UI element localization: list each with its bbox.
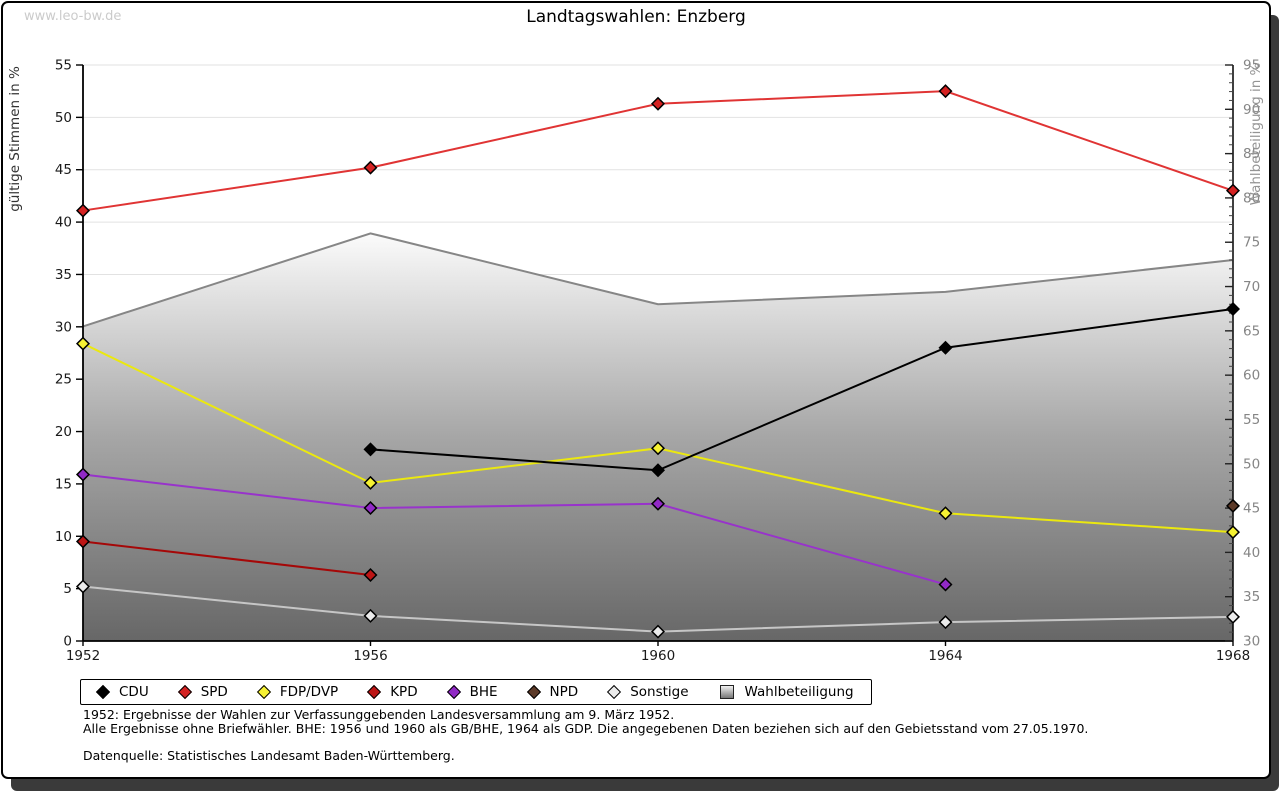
svg-text:95: 95 [1243,58,1260,74]
legend-item-wahlbeteiligung: Wahlbeteiligung [719,684,854,700]
data-point-cdu-1964 [938,340,953,355]
legend-marker-icon [95,684,111,700]
data-point-fdp-dvp-1960 [650,441,666,456]
legend-label: CDU [119,684,149,700]
footnotes: 1952: Ergebnisse der Wahlen zur Verfassu… [83,708,1088,763]
data-point-bhe-1964 [938,577,953,592]
legend-area-swatch-icon [719,685,734,699]
svg-text:1956: 1956 [353,648,387,664]
axes: 0 5 10 15 20 25 30 35 40 45 50 55 30 35 40 45 50 55 60 65 70… [55,58,1260,665]
svg-text:15: 15 [55,476,72,492]
data-point-cdu-1960 [650,463,666,478]
data-point-cdu-1968 [1225,302,1241,317]
data-point-fdp-dvp-1956 [363,475,378,490]
data-point-spd-1964 [938,84,953,99]
svg-text:80: 80 [1243,190,1260,206]
legend-label: SPD [200,684,228,700]
data-point-sonstige-1968 [1225,609,1241,624]
svg-text:90: 90 [1243,102,1260,118]
legend: CDU SPD FDP/DVP KPD BHE NPD Sonstige Wahlbeteil… [80,679,872,705]
legend-item-kpd: KPD [367,684,418,700]
data-point-spd-1960 [650,96,666,111]
data-point-sonstige-1952 [75,579,91,594]
svg-text:1952: 1952 [66,648,100,664]
legend-marker-icon [367,684,382,700]
series-bhe [82,473,946,586]
svg-text:10: 10 [55,529,72,545]
legend-marker-icon [607,684,622,700]
svg-text:20: 20 [55,424,72,440]
svg-text:35: 35 [55,267,72,283]
plot-area: 0 5 10 15 20 25 30 35 40 45 50 55 30 35 40 45 50 55 60 65 70… [55,58,1260,665]
legend-label: BHE [469,684,498,700]
svg-text:70: 70 [1243,279,1260,295]
svg-text:85: 85 [1243,146,1260,162]
data-point-fdp-dvp-1952 [75,336,91,351]
svg-text:55: 55 [1243,412,1260,428]
series-kpd [82,540,371,577]
page-title: Landtagswahlen: Enzberg [526,7,746,27]
svg-text:1968: 1968 [1216,648,1250,664]
svg-text:50: 50 [1243,456,1260,472]
svg-text:45: 45 [1243,501,1260,517]
legend-item-npd: NPD [526,684,579,700]
series-cdu [370,308,1234,472]
data-point-spd-1968 [1225,183,1241,198]
chart-window: www.leo-bw.de Landtagswahlen: Enzberg 0 5… [1,1,1271,779]
legend-item-bhe: BHE [446,684,498,700]
svg-text:40: 40 [1243,545,1260,561]
legend-item-sonstige: Sonstige [607,684,689,700]
data-point-bhe-1956 [363,500,378,515]
legend-label: Sonstige [630,684,689,700]
data-point-cdu-1956 [363,442,378,457]
data-point-bhe-1960 [650,496,666,511]
svg-text:75: 75 [1243,235,1260,251]
svg-text:30: 30 [1243,634,1260,650]
footnote-line-1: 1952: Ergebnisse der Wahlen zur Verfassu… [83,707,675,722]
legend-marker-icon [256,684,271,700]
svg-text:60: 60 [1243,368,1260,384]
svg-text:25: 25 [55,372,72,388]
data-point-spd-1956 [363,160,378,175]
svg-text:55: 55 [55,58,72,74]
data-point-kpd-1956 [363,568,378,583]
legend-label: KPD [390,684,418,700]
svg-text:1964: 1964 [928,648,962,664]
right-axis-title: Wahlbeteiligung in % [1248,62,1264,205]
svg-text:1960: 1960 [641,648,675,664]
legend-marker-icon [526,684,541,700]
participation-area [82,232,1234,641]
left-axis-title: gültige Stimmen in % [7,66,23,212]
svg-text:35: 35 [1243,589,1260,605]
data-point-bhe-1952 [75,467,91,482]
svg-text:5: 5 [63,581,72,597]
legend-marker-icon [177,684,192,700]
svg-text:30: 30 [55,319,72,335]
svg-text:50: 50 [55,110,72,126]
watermark: www.leo-bw.de [24,9,122,24]
data-point-sonstige-1960 [650,624,666,639]
election-chart: 0 5 10 15 20 25 30 35 40 45 50 55 30 35 40 45 50 55 60 65 70… [7,58,1264,665]
svg-text:45: 45 [55,162,72,178]
data-point-fdp-dvp-1968 [1225,525,1241,540]
data-point-sonstige-1956 [363,608,378,623]
legend-label: FDP/DVP [279,684,339,700]
legend-marker-icon [446,684,461,700]
legend-label: Wahlbeteiligung [744,684,854,700]
legend-item-fdp-dvp: FDP/DVP [256,684,339,700]
data-point-kpd-1952 [75,534,91,549]
svg-text:0: 0 [63,634,72,650]
data-point-fdp-dvp-1964 [938,506,953,521]
svg-text:65: 65 [1243,323,1260,339]
svg-text:40: 40 [55,215,72,231]
legend-item-spd: SPD [177,684,228,700]
data-points [75,84,1241,639]
footnote-source: Datenquelle: Statistisches Landesamt Bad… [83,748,455,763]
data-point-spd-1952 [75,203,91,218]
legend-label: NPD [549,684,579,700]
data-point-npd-1968 [1225,498,1241,513]
legend-item-cdu: CDU [95,684,149,700]
footnote-line-2: Alle Ergebnisse ohne Briefwähler. BHE: 1… [83,721,1089,736]
data-point-sonstige-1964 [938,615,953,630]
